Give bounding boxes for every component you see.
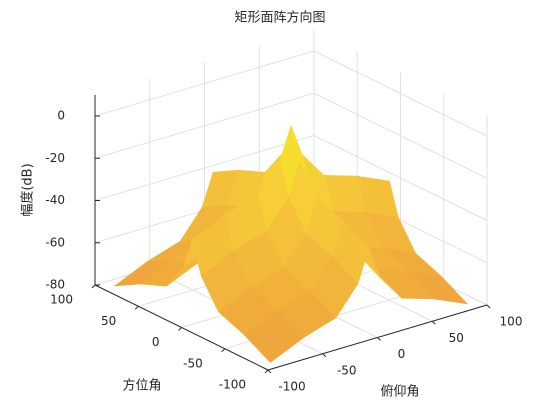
z-tick-label: -20 [45,151,65,165]
z-tick-label: 0 [57,109,65,123]
tick-mark [178,327,182,331]
tick-mark [264,369,269,374]
tick-mark [267,369,272,374]
y-tick-label: 100 [50,293,73,307]
y-tick-label: 50 [101,314,116,328]
tick-mark [486,304,491,309]
tick-mark [322,353,327,358]
z-axis-label: 幅度(dB) [20,163,36,216]
x-tick-label: -100 [278,380,305,394]
z-tick-label: -80 [45,278,65,292]
y-tick-label: -50 [183,356,203,370]
y-axis-label: 方位角 [122,378,161,394]
grid-line [94,135,315,201]
grid-line [94,92,315,159]
tick-mark [221,348,226,353]
tick-mark [91,284,96,289]
x-tick-label: 50 [449,331,464,345]
tick-mark [431,320,436,325]
x-tick-label: 0 [398,347,406,361]
y-tick-label: 0 [152,335,160,349]
chart-title: 矩形面阵方向图 [234,10,325,26]
tick-mark [377,337,381,341]
x-axis-label: 俯仰角 [380,384,419,400]
z-tick-label: -40 [45,193,65,207]
x-tick-label: 100 [500,315,523,329]
z-tick-label: -60 [45,235,65,249]
y-tick-label: -100 [219,378,246,392]
tick-mark [134,305,139,310]
grid-line [313,92,488,179]
x-tick-label: -50 [337,363,357,377]
grid-line [94,50,315,117]
grid-line [313,135,488,221]
surface-patch [243,310,304,363]
grid-line [313,50,488,137]
